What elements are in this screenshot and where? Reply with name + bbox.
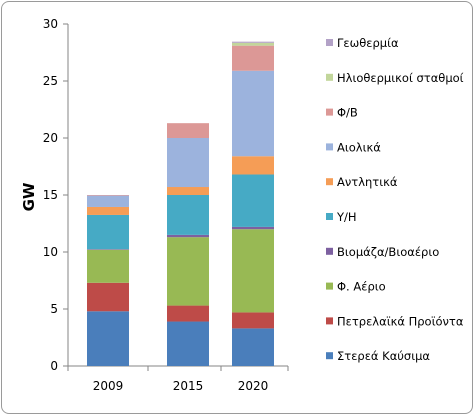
y-tick-label: 20 xyxy=(43,131,58,145)
legend-label: Πετρελαϊκά Προϊόντα xyxy=(337,314,464,328)
legend-label: Αντλητικά xyxy=(337,175,398,189)
bar-segment xyxy=(87,282,129,312)
legend-swatch xyxy=(326,39,333,46)
legend-swatch xyxy=(326,282,333,290)
bar-segment xyxy=(232,45,274,71)
y-tick-label: 25 xyxy=(43,74,58,88)
x-tick-label: 2020 xyxy=(238,379,269,393)
legend-label: Φ/Β xyxy=(337,106,358,120)
bar-segment xyxy=(167,195,209,235)
bar-segment xyxy=(87,206,129,215)
legend-swatch xyxy=(326,178,333,186)
legend: Γεωθερμία Ηλιοθερμικοί σταθμοί Φ/Β Αιολικά Α… xyxy=(326,36,464,363)
bar-segment xyxy=(167,321,209,366)
legend-swatch xyxy=(326,352,333,360)
bar-segment xyxy=(232,229,274,313)
y-tick-label: 5 xyxy=(50,302,58,316)
axes: 0 5 10 15 20 25 30 2009 2015 2020 xyxy=(43,17,289,393)
bar-segment xyxy=(232,70,274,157)
legend-label: Αιολικά xyxy=(337,140,381,154)
bar-segment xyxy=(167,123,209,138)
legend-label: Φ. Αέριο xyxy=(337,280,386,294)
bar-segment xyxy=(232,41,274,43)
bar-segment xyxy=(232,156,274,175)
bar-segment xyxy=(87,195,129,196)
bar-segment xyxy=(87,249,129,283)
legend-label: Γεωθερμία xyxy=(337,36,399,50)
legend-swatch xyxy=(326,213,333,220)
bar-segment xyxy=(232,312,274,329)
legend-swatch xyxy=(326,73,333,81)
legend-label: Υ/Η xyxy=(336,210,357,224)
bar-segment xyxy=(87,195,129,207)
x-tick-label: 2009 xyxy=(93,379,124,393)
y-tick-label: 0 xyxy=(50,359,58,373)
y-axis-label: GW xyxy=(20,182,38,211)
legend-swatch xyxy=(326,247,333,255)
y-tick-label: 30 xyxy=(43,17,58,31)
bar-segment xyxy=(167,187,209,195)
bar-segment xyxy=(167,305,209,322)
x-tick-label: 2015 xyxy=(173,379,204,393)
legend-label: Βιομάζα/Βιοαέριο xyxy=(337,245,439,259)
bar-segment xyxy=(167,237,209,306)
legend-swatch xyxy=(326,143,333,151)
bar-segment xyxy=(232,174,274,227)
bar-segment xyxy=(87,214,129,250)
bars xyxy=(87,41,274,366)
bar-segment xyxy=(87,311,129,366)
bar-segment xyxy=(232,328,274,366)
bar-segment xyxy=(87,249,129,250)
legend-swatch xyxy=(326,108,333,116)
bar-segment xyxy=(167,234,209,238)
bar-segment xyxy=(232,42,274,46)
y-tick-label: 10 xyxy=(43,245,58,259)
legend-label: Ηλιοθερμικοί σταθμοί xyxy=(337,71,464,85)
y-tick-label: 15 xyxy=(43,188,58,202)
bar-segment xyxy=(167,138,209,188)
legend-label: Στερεά Καύσιμα xyxy=(337,349,430,363)
legend-swatch xyxy=(326,317,333,325)
bar-segment xyxy=(232,226,274,230)
